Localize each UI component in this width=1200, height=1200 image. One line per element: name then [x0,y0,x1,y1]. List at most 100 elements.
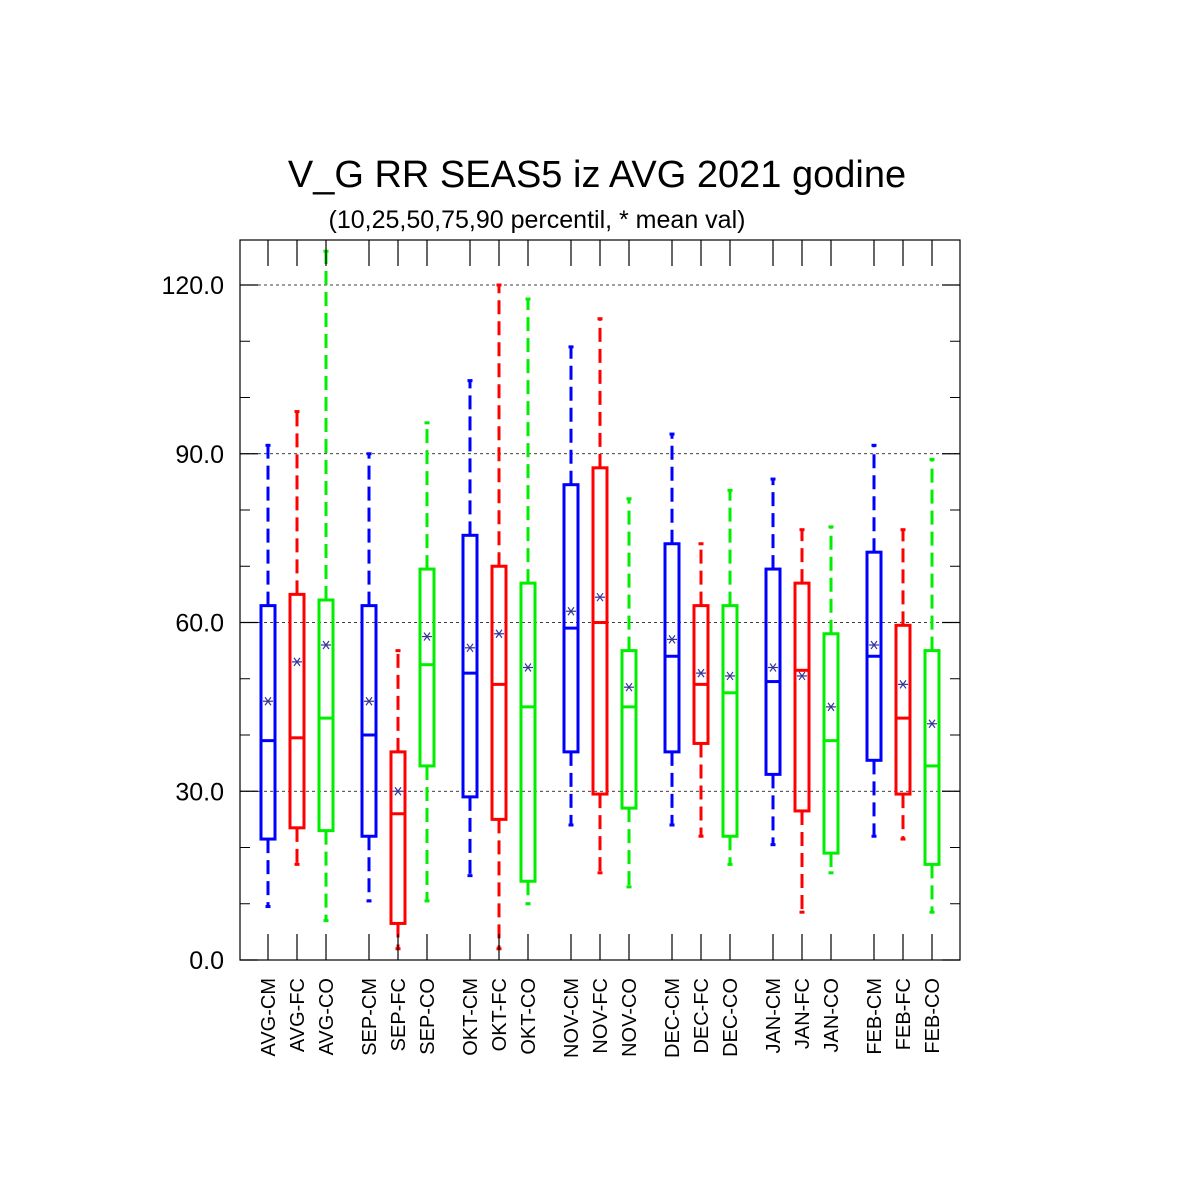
mean-marker-stroke [668,635,676,644]
iqr-box [519,581,537,883]
xtick-label: JAN-CM [763,978,785,1054]
iqr-box [822,632,840,855]
box-nov-fc [591,317,609,875]
xtick-label: DEC-FC [691,978,713,1054]
chart-subtitle: (10,25,50,75,90 percentil, * mean val) [329,206,746,234]
box-jan-cm [764,477,782,847]
mean-marker-stroke [466,643,474,653]
box-feb-fc [894,528,912,841]
mean-marker-stroke [697,668,705,678]
chart-title: V_G RR SEAS5 iz AVG 2021 godine [288,154,906,196]
mean-marker [725,671,735,681]
iqr-box [490,564,508,821]
plot-frame [239,239,961,961]
mean-marker [523,663,533,672]
mean-marker [292,657,302,667]
box-avg-fc [288,410,306,866]
xtick-label: OKT-CO [518,978,540,1055]
mean-marker [826,702,836,712]
mean-marker [595,592,605,602]
mean-marker [696,668,706,678]
iqr-box [721,604,739,838]
xtick-label: DEC-CO [720,978,742,1057]
mean-marker [263,696,273,706]
iqr-box [894,623,912,796]
box-sep-cm [360,452,378,903]
xtick-label: AVG-CM [258,978,280,1057]
axes: 0.0 30.0 60.0 90.0 120.0 AVG-CM AVG-FC AVG-CO SE… [161,240,960,1058]
mean-marker-stroke [394,786,402,796]
box-okt-cm [461,379,479,878]
mean-marker-stroke [870,640,878,650]
iqr-box [692,604,710,745]
box-nov-cm [562,345,580,827]
ytick-label: 30.0 [175,778,224,806]
mean-marker-stroke [625,682,633,692]
iqr-box [562,483,580,754]
xtick-label: JAN-FC [792,978,814,1049]
box-jan-fc [793,528,811,914]
iqr-box [591,466,609,796]
box-dec-fc [692,542,710,838]
box-jan-co [822,525,840,875]
iqr-box [793,581,811,813]
mean-marker [422,632,432,641]
mean-marker-stroke [293,657,301,667]
mean-marker-stroke [264,696,272,706]
box-dec-co [721,488,739,866]
xtick-label: FEB-FC [893,978,915,1050]
xtick-label: NOV-FC [590,978,612,1054]
mean-marker-stroke [899,680,907,689]
ytick-label: 60.0 [175,610,224,638]
mean-marker [566,606,576,616]
box-feb-co [923,457,941,914]
iqr-box [288,592,306,830]
mean-marker [869,640,879,650]
xtick-label: FEB-CM [864,978,886,1055]
mean-marker [898,680,908,689]
xtick-label: SEP-CO [417,978,439,1055]
mean-marker [624,682,634,692]
iqr-box [923,649,941,866]
mean-marker-stroke [322,640,330,650]
xtick-label: SEP-CM [359,978,381,1056]
mean-marker [494,629,504,639]
ytick-label: 0.0 [189,947,224,975]
mean-marker [797,671,807,681]
mean-marker-stroke [423,632,431,641]
ytick-label: 90.0 [175,441,224,469]
xtick-label: OKT-FC [489,978,511,1051]
gridlines [240,284,960,792]
xtick-label: AVG-FC [287,978,309,1052]
box-sep-co [418,421,436,903]
mean-marker [393,786,403,796]
boxes [259,249,941,951]
iqr-box [764,567,782,776]
box-okt-fc [490,283,508,951]
iqr-box [317,598,335,833]
xtick-label: OKT-CM [460,978,482,1056]
mean-marker-stroke [495,629,503,639]
iqr-box [360,604,378,838]
iqr-box [418,567,436,768]
mean-marker-stroke [827,702,835,712]
mean-marker-stroke [726,671,734,681]
mean-marker-stroke [798,671,806,681]
box-dec-cm [663,432,681,827]
iqr-box [389,750,407,925]
mean-marker [768,663,778,672]
mean-marker [667,635,677,644]
xtick-label: FEB-CO [922,978,944,1054]
mean-marker-stroke [365,696,373,706]
xtick-label: NOV-CM [561,978,583,1058]
mean-marker-stroke [769,663,777,672]
box-nov-co [620,497,638,889]
box-sep-fc [389,649,407,951]
ytick-label: 120.0 [161,272,224,300]
mean-marker [927,719,937,729]
xtick-label: DEC-CM [662,978,684,1058]
iqr-box [620,649,638,810]
iqr-box [259,604,277,841]
mean-marker-stroke [524,663,532,672]
